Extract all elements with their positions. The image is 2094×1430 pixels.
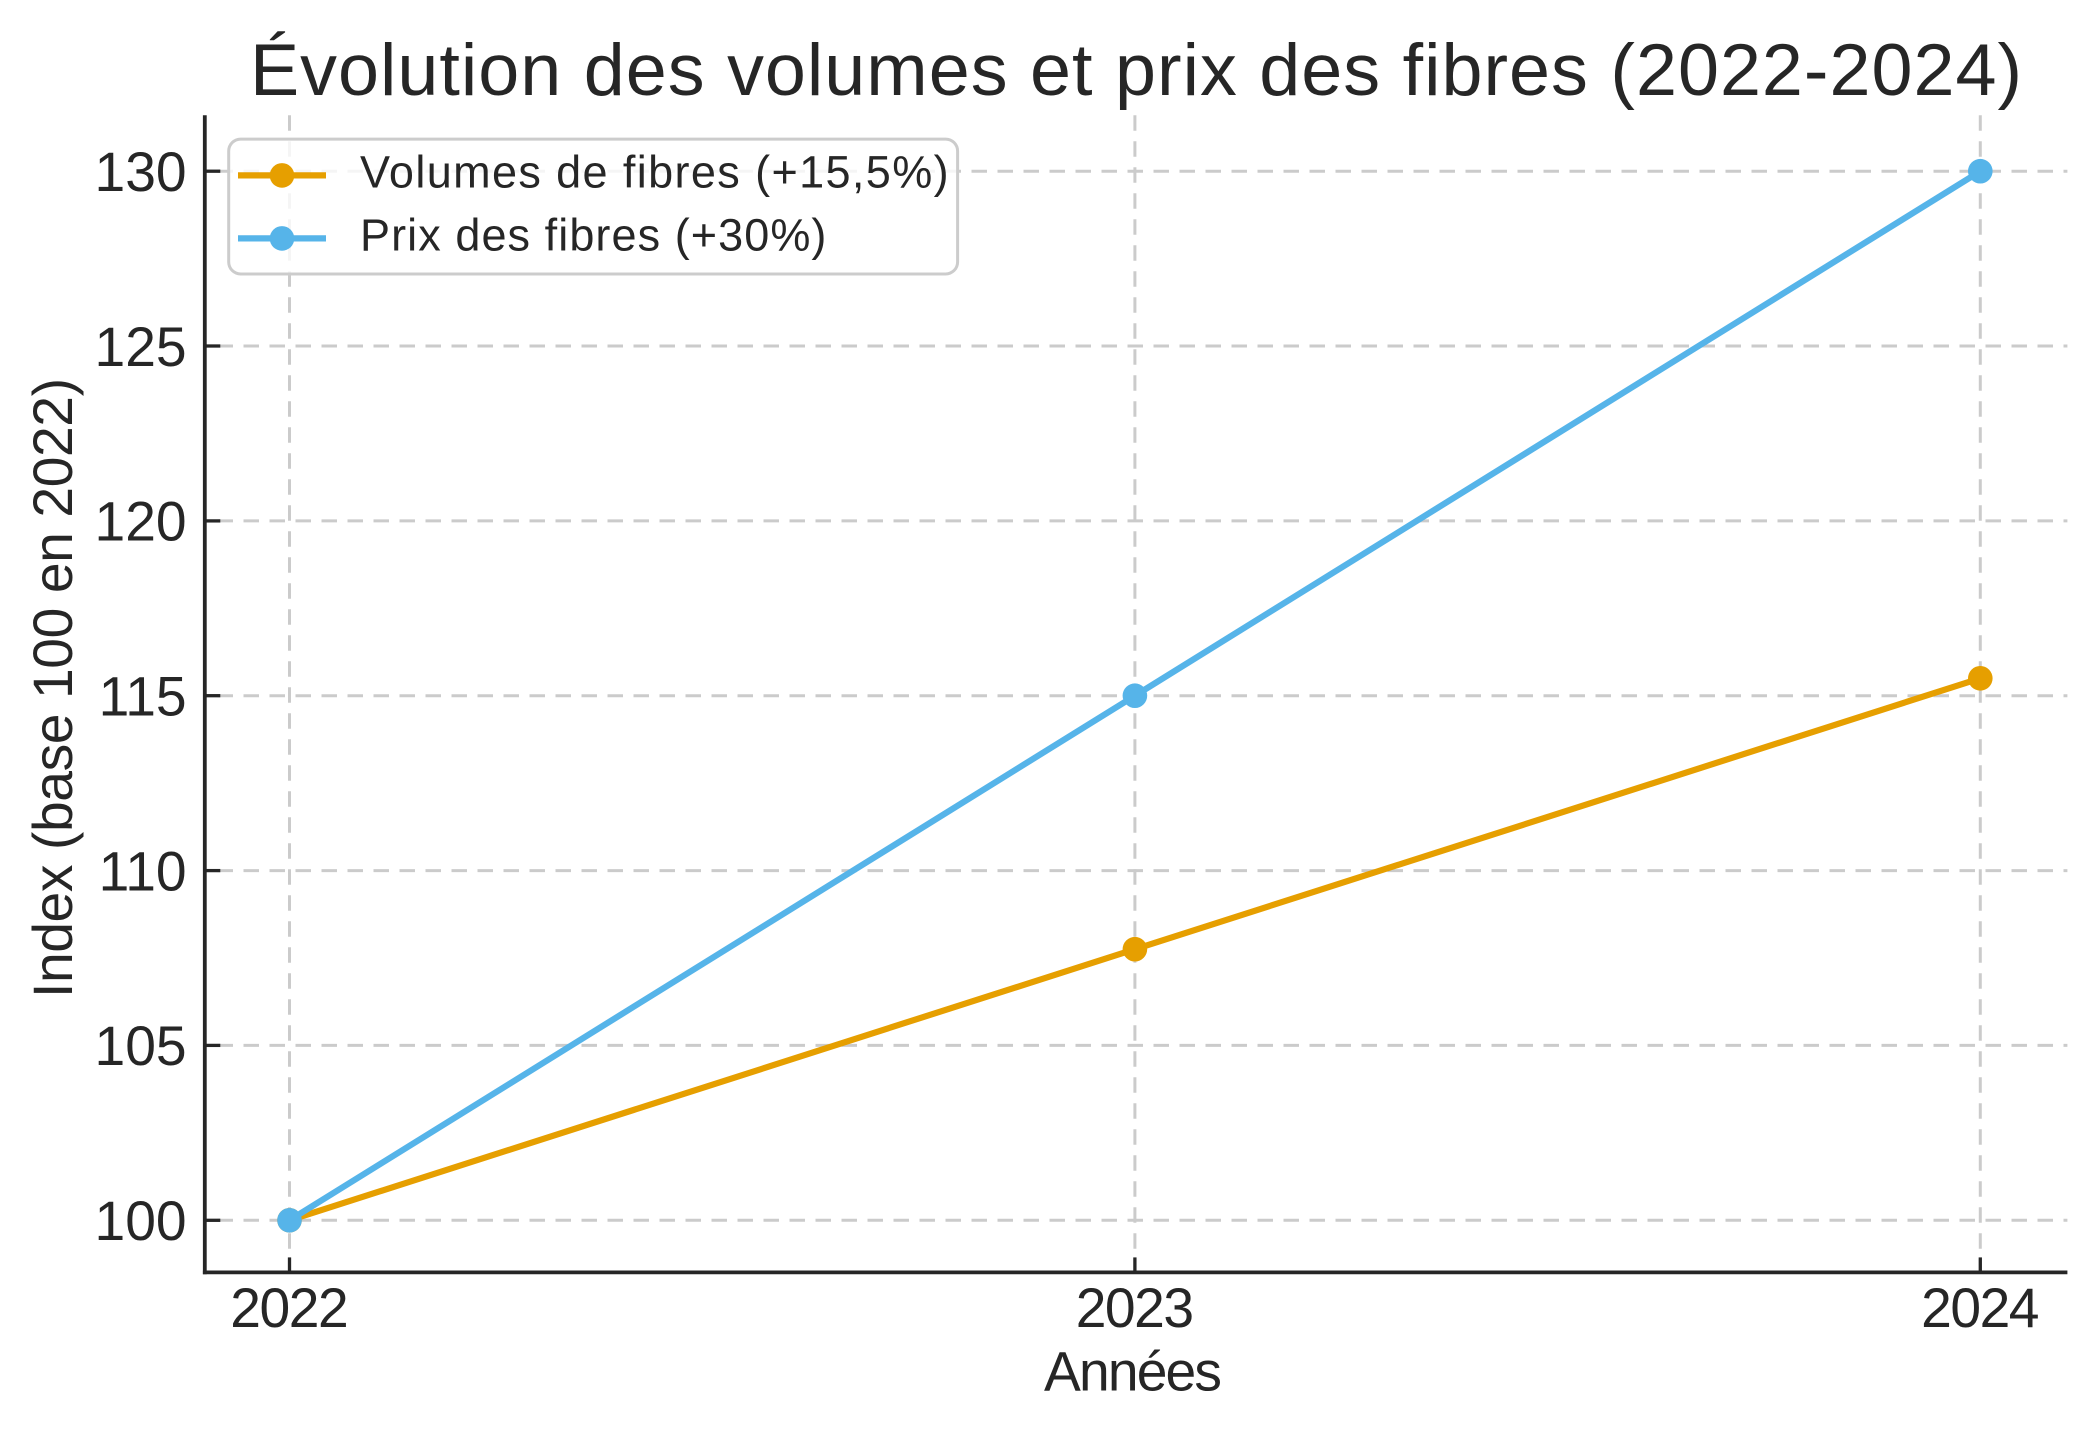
svg-text:Années: Années [1044, 1340, 1222, 1402]
svg-text:125: 125 [95, 316, 187, 378]
svg-text:2023: 2023 [1076, 1277, 1194, 1339]
svg-text:100: 100 [95, 1190, 187, 1252]
svg-text:Évolution des volumes et prix: Évolution des volumes et prix des fibres… [250, 28, 2022, 111]
svg-text:2022: 2022 [230, 1277, 348, 1339]
svg-text:Index (base 100 en 2022): Index (base 100 en 2022) [22, 378, 84, 998]
svg-text:105: 105 [95, 1015, 187, 1077]
svg-text:2024: 2024 [1921, 1277, 2039, 1339]
svg-text:120: 120 [95, 491, 187, 553]
svg-text:130: 130 [95, 141, 187, 203]
svg-text:Prix des fibres (+30%): Prix des fibres (+30%) [360, 209, 826, 260]
svg-text:110: 110 [99, 840, 187, 902]
svg-text:115: 115 [99, 666, 187, 728]
svg-text:Volumes de fibres (+15,5%): Volumes de fibres (+15,5%) [360, 147, 949, 198]
